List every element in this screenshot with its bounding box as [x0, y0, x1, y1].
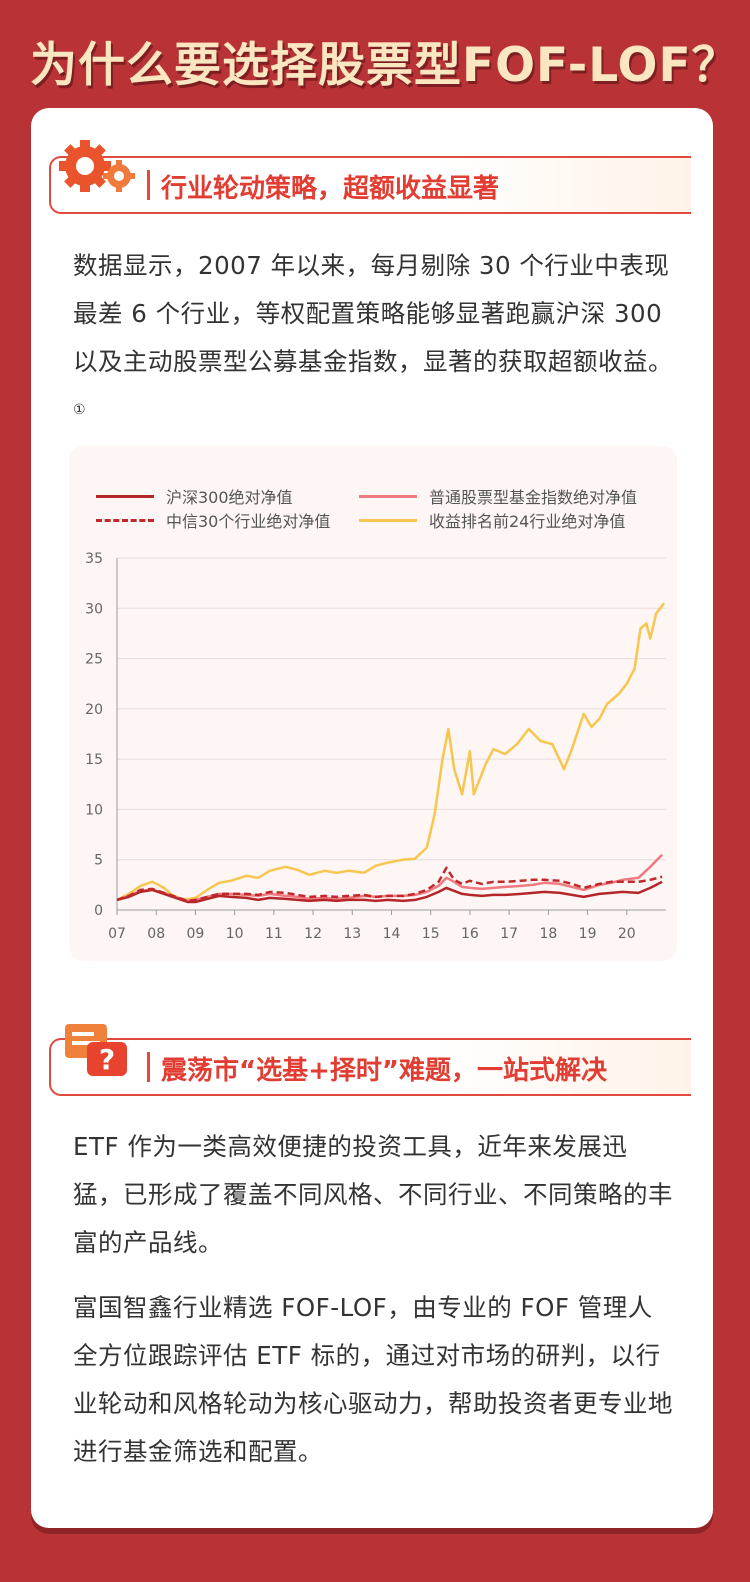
y-tick-label: 25: [85, 652, 103, 668]
series-top24-line: [116, 602, 665, 902]
question-chat-icon: ?: [65, 1024, 127, 1076]
x-tick-label: 20: [618, 926, 636, 942]
section2-paragraph-1: ETF 作为一类高效便捷的投资工具，近年来发展迅猛，已形成了覆盖不同风格、不同行…: [73, 1132, 673, 1257]
section1-text: 数据显示，2007 年以来，每月剔除 30 个行业中表现最差 6 个行业，等权配…: [73, 251, 673, 376]
gears-icon: [59, 140, 135, 192]
x-tick-label: 12: [304, 926, 322, 942]
section2-paragraph-2: 富国智鑫行业精选 FOF-LOF，由专业的 FOF 管理人全方位跟踪评估 ETF…: [73, 1293, 673, 1466]
y-tick-label: 35: [85, 551, 103, 567]
y-tick-label: 30: [85, 601, 103, 617]
legend-label: 普通股票型基金指数绝对净值: [429, 488, 638, 507]
section1-paragraph: 数据显示，2007 年以来，每月剔除 30 个行业中表现最差 6 个行业，等权配…: [73, 242, 673, 439]
footnote-marker: ①: [73, 402, 87, 418]
legend-label: 收益排名前24行业绝对净值: [429, 512, 626, 531]
x-tick-label: 07: [108, 926, 126, 942]
x-tick-label: 13: [343, 926, 361, 942]
legend-item-hs300: 沪深300绝对净值: [96, 484, 293, 508]
x-tick-label: 11: [265, 926, 283, 942]
section-heading: 震荡市“选基+择时”难题，一站式解决: [161, 1056, 607, 1086]
y-tick-label: 15: [85, 752, 103, 768]
legend-item-fund-index: 普通股票型基金指数绝对净值: [359, 484, 637, 508]
x-tick-label: 09: [187, 926, 205, 942]
series-citic30-line: [116, 866, 663, 903]
content-card: 行业轮动策略，超额收益显著 数据显示，2007 年以来，每月剔除 30 个行业中…: [31, 108, 713, 1528]
legend-label: 中信30个行业绝对净值: [166, 512, 331, 531]
section-heading: 行业轮动策略，超额收益显著: [161, 174, 500, 204]
chart-container: 沪深300绝对净值 普通股票型基金指数绝对净值 中信30个行业绝对净值 收益排名…: [69, 446, 677, 961]
line-chart: 0 5 10 15 20 25 30 35 07 08 09 10 11 12 13 14 15 16 17 18 19…: [85, 551, 666, 942]
legend-item-citic30: 中信30个行业绝对净值: [96, 508, 330, 532]
x-tick-label: 14: [383, 926, 401, 942]
y-tick-label: 5: [94, 853, 103, 869]
section-divider: [147, 1052, 150, 1082]
legend-item-top24: 收益排名前24行业绝对净值: [359, 508, 625, 532]
section-divider: [147, 170, 150, 200]
x-tick-label: 19: [579, 926, 597, 942]
y-tick-label: 20: [85, 702, 103, 718]
page-title: 为什么要选择股票型FOF-LOF？: [30, 38, 740, 93]
series-hs300-line: [116, 880, 663, 904]
x-tick-label: 17: [500, 926, 518, 942]
legend-label: 沪深300绝对净值: [166, 488, 293, 507]
y-tick-label: 0: [94, 903, 103, 919]
section-header-industry-rotation: 行业轮动策略，超额收益显著: [49, 140, 691, 214]
x-tick-label: 15: [422, 926, 440, 942]
x-tick-label: 10: [226, 926, 244, 942]
x-tick-label: 08: [147, 926, 165, 942]
x-tick-label: 16: [461, 926, 479, 942]
x-tick-label: 18: [539, 926, 557, 942]
section-header-fund-timing: ? 震荡市“选基+择时”难题，一站式解决: [49, 1024, 691, 1096]
svg-text:?: ?: [99, 1043, 115, 1076]
y-tick-label: 10: [85, 802, 103, 818]
